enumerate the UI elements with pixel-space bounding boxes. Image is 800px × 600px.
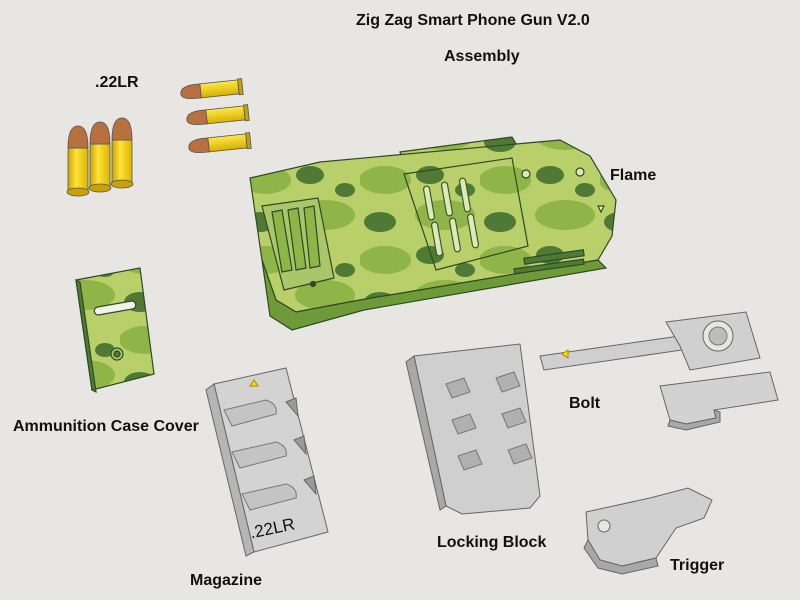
page-subtitle: Assembly — [444, 48, 520, 65]
trigger-label: Trigger — [670, 557, 725, 574]
cartridge-standing-2 — [88, 121, 112, 193]
ammo-label: .22LR — [95, 74, 139, 91]
cartridge-standing-3 — [110, 117, 134, 189]
bolt-label: Bolt — [569, 395, 601, 412]
locking-block-part — [405, 343, 541, 515]
bolt-part — [539, 311, 779, 431]
lying-cartridges — [180, 78, 252, 154]
trigger-part — [583, 487, 713, 575]
magazine-part: .22LR — [205, 367, 329, 557]
locking-block-label: Locking Block — [437, 534, 547, 551]
ammo-case-cover-part — [75, 267, 155, 394]
cartridge-standing-1 — [66, 125, 90, 197]
page-title: Zig Zag Smart Phone Gun V2.0 — [356, 12, 590, 29]
standing-cartridges — [66, 117, 134, 197]
frame-part — [249, 136, 617, 331]
magazine-label: Magazine — [190, 572, 263, 589]
cover-label: Ammunition Case Cover — [13, 418, 199, 435]
frame-label: Flame — [610, 167, 657, 184]
